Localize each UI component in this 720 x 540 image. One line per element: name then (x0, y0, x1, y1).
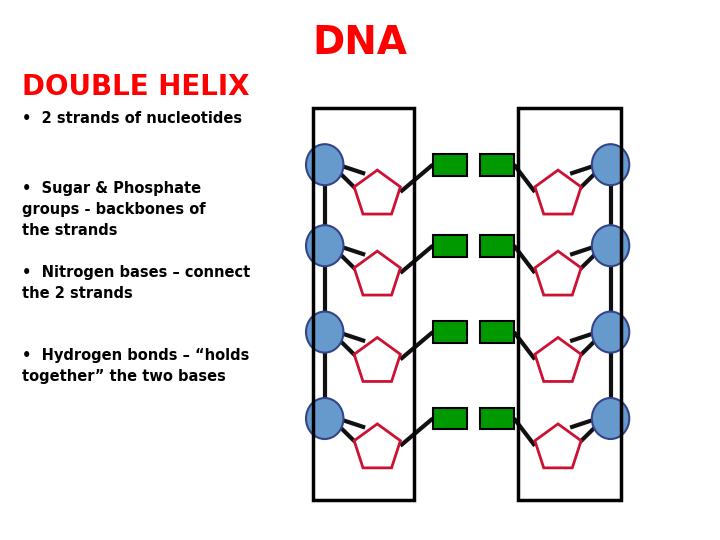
Text: DNA: DNA (312, 24, 408, 62)
Ellipse shape (306, 144, 343, 185)
Bar (518, 108, 621, 500)
Polygon shape (354, 424, 400, 468)
Bar (433, 235, 467, 256)
Polygon shape (535, 251, 581, 295)
Polygon shape (354, 251, 400, 295)
Bar (433, 321, 467, 343)
Ellipse shape (306, 225, 343, 266)
Text: DOUBLE HELIX: DOUBLE HELIX (22, 73, 249, 101)
Text: •  Sugar & Phosphate
groups - backbones of
the strands: • Sugar & Phosphate groups - backbones o… (22, 181, 205, 238)
Bar (480, 321, 514, 343)
Text: •  Nitrogen bases – connect
the 2 strands: • Nitrogen bases – connect the 2 strands (22, 265, 250, 301)
Bar (480, 408, 514, 429)
Polygon shape (354, 170, 400, 214)
Polygon shape (535, 170, 581, 214)
Bar (480, 154, 514, 176)
Bar (313, 108, 414, 500)
Bar (433, 408, 467, 429)
Ellipse shape (592, 398, 629, 439)
Ellipse shape (306, 398, 343, 439)
Text: •  2 strands of nucleotides: • 2 strands of nucleotides (22, 111, 242, 126)
Ellipse shape (306, 312, 343, 353)
Ellipse shape (592, 144, 629, 185)
Bar (433, 154, 467, 176)
Text: •  Hydrogen bonds – “holds
together” the two bases: • Hydrogen bonds – “holds together” the … (22, 348, 249, 384)
Ellipse shape (592, 312, 629, 353)
Ellipse shape (592, 225, 629, 266)
Polygon shape (535, 338, 581, 381)
Bar (480, 235, 514, 256)
Polygon shape (535, 424, 581, 468)
Polygon shape (354, 338, 400, 381)
